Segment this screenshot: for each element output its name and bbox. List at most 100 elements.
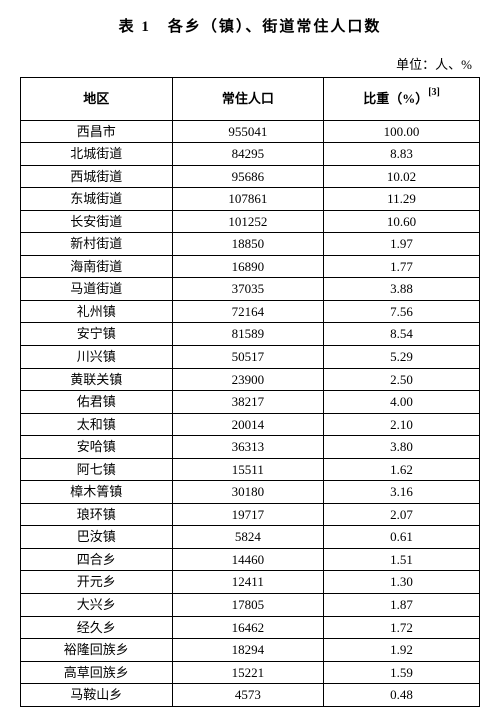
table-body: 西昌市955041100.00北城街道842958.83西城街道9568610.… <box>21 120 480 706</box>
cell-percent: 1.62 <box>324 458 480 481</box>
cell-percent: 1.51 <box>324 548 480 571</box>
table-row: 大兴乡178051.87 <box>21 594 480 617</box>
cell-population: 14460 <box>172 548 324 571</box>
table-row: 巴汝镇58240.61 <box>21 526 480 549</box>
cell-percent: 2.10 <box>324 413 480 436</box>
cell-population: 20014 <box>172 413 324 436</box>
cell-population: 50517 <box>172 346 324 369</box>
col-header-percent: 比重（%）[3] <box>324 78 480 121</box>
cell-percent: 2.50 <box>324 368 480 391</box>
cell-population: 23900 <box>172 368 324 391</box>
unit-label: 单位：人、% <box>20 54 480 73</box>
cell-region: 太和镇 <box>21 413 173 436</box>
table-row: 安宁镇815898.54 <box>21 323 480 346</box>
table-row: 琅环镇197172.07 <box>21 503 480 526</box>
table-row: 礼州镇721647.56 <box>21 300 480 323</box>
table-row: 马道街道370353.88 <box>21 278 480 301</box>
cell-percent: 1.87 <box>324 594 480 617</box>
table-row: 西城街道9568610.02 <box>21 165 480 188</box>
cell-population: 19717 <box>172 503 324 526</box>
table-row: 海南街道168901.77 <box>21 255 480 278</box>
cell-population: 37035 <box>172 278 324 301</box>
table-row: 马鞍山乡45730.48 <box>21 684 480 707</box>
table-row: 东城街道10786111.29 <box>21 188 480 211</box>
cell-percent: 0.61 <box>324 526 480 549</box>
cell-population: 12411 <box>172 571 324 594</box>
cell-region: 安宁镇 <box>21 323 173 346</box>
cell-population: 38217 <box>172 391 324 414</box>
cell-percent: 1.59 <box>324 661 480 684</box>
cell-population: 18850 <box>172 233 324 256</box>
table-row: 四合乡144601.51 <box>21 548 480 571</box>
table-row: 阿七镇155111.62 <box>21 458 480 481</box>
cell-population: 36313 <box>172 436 324 459</box>
cell-percent: 1.30 <box>324 571 480 594</box>
cell-region: 高草回族乡 <box>21 661 173 684</box>
table-title: 表 1 各乡（镇）、街道常住人口数 <box>20 15 480 36</box>
cell-region: 西昌市 <box>21 120 173 143</box>
footnote-mark: [3] <box>428 87 440 98</box>
cell-region: 礼州镇 <box>21 300 173 323</box>
cell-percent: 1.97 <box>324 233 480 256</box>
table-row: 樟木箐镇301803.16 <box>21 481 480 504</box>
cell-percent: 5.29 <box>324 346 480 369</box>
cell-region: 樟木箐镇 <box>21 481 173 504</box>
cell-region: 长安街道 <box>21 210 173 233</box>
cell-region: 新村街道 <box>21 233 173 256</box>
cell-population: 18294 <box>172 639 324 662</box>
table-row: 开元乡124111.30 <box>21 571 480 594</box>
cell-percent: 7.56 <box>324 300 480 323</box>
table-row: 裕隆回族乡182941.92 <box>21 639 480 662</box>
population-table: 地区 常住人口 比重（%）[3] 西昌市955041100.00北城街道8429… <box>20 77 480 707</box>
cell-region: 开元乡 <box>21 571 173 594</box>
cell-percent: 1.77 <box>324 255 480 278</box>
cell-percent: 4.00 <box>324 391 480 414</box>
table-row: 黄联关镇239002.50 <box>21 368 480 391</box>
cell-region: 安哈镇 <box>21 436 173 459</box>
cell-region: 琅环镇 <box>21 503 173 526</box>
cell-population: 16890 <box>172 255 324 278</box>
cell-region: 马鞍山乡 <box>21 684 173 707</box>
cell-percent: 0.48 <box>324 684 480 707</box>
cell-population: 95686 <box>172 165 324 188</box>
col-header-population: 常住人口 <box>172 78 324 121</box>
cell-population: 15511 <box>172 458 324 481</box>
cell-percent: 8.54 <box>324 323 480 346</box>
table-row: 长安街道10125210.60 <box>21 210 480 233</box>
cell-region: 北城街道 <box>21 143 173 166</box>
cell-population: 101252 <box>172 210 324 233</box>
cell-region: 大兴乡 <box>21 594 173 617</box>
table-row: 川兴镇505175.29 <box>21 346 480 369</box>
cell-percent: 8.83 <box>324 143 480 166</box>
cell-population: 30180 <box>172 481 324 504</box>
cell-population: 5824 <box>172 526 324 549</box>
cell-percent: 10.60 <box>324 210 480 233</box>
cell-population: 4573 <box>172 684 324 707</box>
cell-population: 107861 <box>172 188 324 211</box>
table-row: 西昌市955041100.00 <box>21 120 480 143</box>
cell-population: 72164 <box>172 300 324 323</box>
table-row: 北城街道842958.83 <box>21 143 480 166</box>
cell-percent: 3.16 <box>324 481 480 504</box>
table-row: 新村街道188501.97 <box>21 233 480 256</box>
cell-percent: 1.72 <box>324 616 480 639</box>
cell-region: 川兴镇 <box>21 346 173 369</box>
col-header-percent-text: 比重（%） <box>363 91 428 106</box>
cell-population: 84295 <box>172 143 324 166</box>
cell-percent: 2.07 <box>324 503 480 526</box>
table-header-row: 地区 常住人口 比重（%）[3] <box>21 78 480 121</box>
cell-percent: 11.29 <box>324 188 480 211</box>
table-row: 佑君镇382174.00 <box>21 391 480 414</box>
cell-percent: 1.92 <box>324 639 480 662</box>
col-header-region: 地区 <box>21 78 173 121</box>
cell-population: 17805 <box>172 594 324 617</box>
cell-region: 西城街道 <box>21 165 173 188</box>
cell-percent: 100.00 <box>324 120 480 143</box>
cell-region: 经久乡 <box>21 616 173 639</box>
table-row: 经久乡164621.72 <box>21 616 480 639</box>
cell-population: 955041 <box>172 120 324 143</box>
cell-region: 裕隆回族乡 <box>21 639 173 662</box>
cell-region: 佑君镇 <box>21 391 173 414</box>
table-row: 太和镇200142.10 <box>21 413 480 436</box>
cell-region: 东城街道 <box>21 188 173 211</box>
